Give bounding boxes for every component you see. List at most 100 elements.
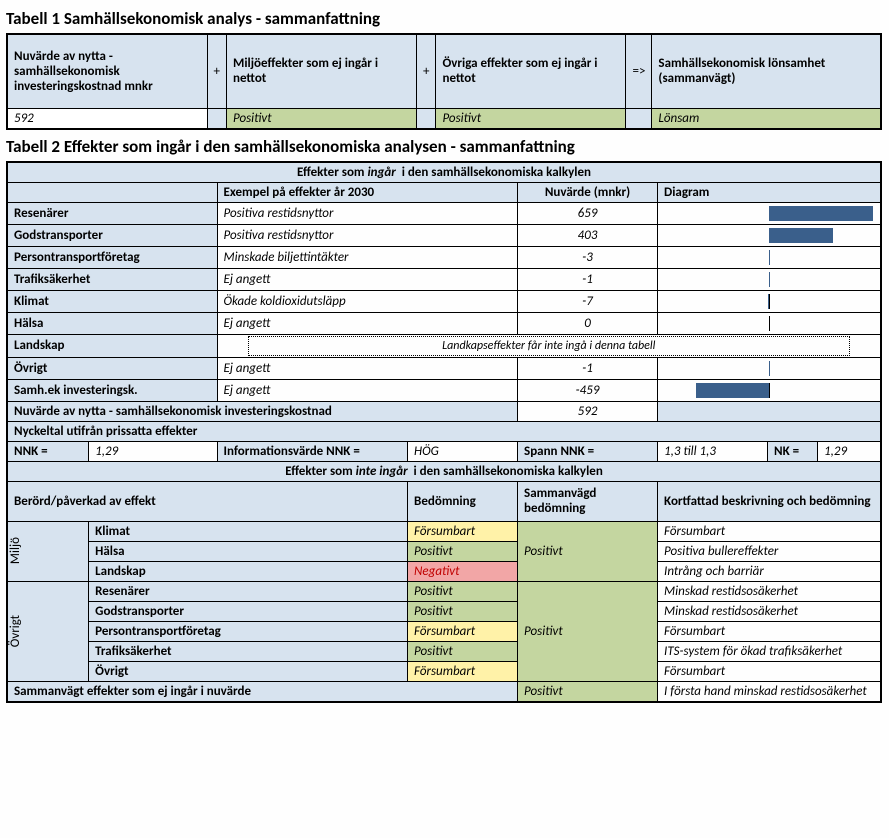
t2-sum-label: Nuvärde av nytta - samhällsekonomisk inv…: [7, 401, 518, 421]
group-label: Miljö: [7, 521, 89, 581]
grp-row-bed: Positivt: [408, 541, 518, 561]
row-value: -1: [518, 357, 658, 379]
t2-c2-1: Berörd/påverkad av effekt: [7, 481, 408, 521]
t1-op1: +: [207, 34, 226, 108]
nk-val: 1,29: [818, 441, 881, 461]
row-label: Trafiksäkerhet: [7, 268, 217, 290]
grp-row-label: Trafiksäkerhet: [89, 641, 408, 661]
t1-box4-hdr: Samhällsekonomisk lönsamhet (sammanvägt): [652, 34, 881, 108]
grp-row-label: Godstransporter: [89, 601, 408, 621]
row-value: 0: [518, 312, 658, 334]
row-effect: Ej angett: [217, 312, 518, 334]
grp-row-desc: Försumbart: [658, 621, 881, 641]
table2: Effekter som ingår i den samhällsekonomi…: [6, 161, 882, 703]
row-value: 403: [518, 224, 658, 246]
nk-label: NK =: [768, 441, 818, 461]
grp-row-desc: Positiva bullereffekter: [658, 541, 881, 561]
row-effect: Minskade biljettintäkter: [217, 246, 518, 268]
grp-row-label: Landskap: [89, 561, 408, 581]
grp-row-label: Klimat: [89, 521, 408, 541]
nnk-val: 1,29: [89, 441, 217, 461]
t2-col4: Diagram: [658, 182, 881, 202]
t1-box2-hdr: Miljöeffekter som ej ingår i nettot: [226, 34, 416, 108]
row-effect: Ej angett: [217, 357, 518, 379]
row-bar: [658, 357, 881, 379]
row-label: Godstransporter: [7, 224, 217, 246]
t1-op3: =>: [626, 34, 652, 108]
nnk-label: NNK =: [7, 441, 89, 461]
row-label: Övrigt: [7, 357, 217, 379]
t1-box1-val: 592: [7, 108, 207, 129]
table1: Nuvärde av nytta - samhällsekonomisk inv…: [6, 33, 882, 130]
t2-summary-desc: I första hand minskad restidsosäkerhet: [658, 681, 881, 702]
row-label: Persontransportföretag: [7, 246, 217, 268]
t1-box3-hdr: Övriga effekter som ej ingår i nettot: [436, 34, 626, 108]
group-samman: Positivt: [518, 581, 658, 681]
t2-section-ingar: Effekter som ingår i den samhällsekonomi…: [7, 162, 881, 183]
row-effect: Positiva restidsnyttor: [217, 202, 518, 224]
t2-c2-4: Kortfattad beskrivning och bedömning: [658, 481, 881, 521]
spann-val: 1,3 till 1,3: [658, 441, 768, 461]
group-samman: Positivt: [518, 521, 658, 581]
row-label: Samh.ek investeringsk.: [7, 379, 217, 401]
t1-box3-val: Positivt: [436, 108, 626, 129]
t2-col2: Exempel på effekter år 2030: [217, 182, 518, 202]
row-bar: [658, 224, 881, 246]
t2-col3: Nuvärde (mnkr): [518, 182, 658, 202]
t2-c2-3: Sammanvägd bedömning: [518, 481, 658, 521]
row-bar: [658, 202, 881, 224]
grp-row-label: Hälsa: [89, 541, 408, 561]
grp-row-desc: Intrång och barriär: [658, 561, 881, 581]
row-effect: Ökade koldioxidutsläpp: [217, 290, 518, 312]
t2-nyckeltal-title: Nyckeltal utifrån prissatta effekter: [7, 421, 881, 441]
row-label: Landskap: [7, 334, 217, 357]
grp-row-desc: ITS-system för ökad trafiksäkerhet: [658, 641, 881, 661]
table2-title: Tabell 2 Effekter som ingår i den samhäl…: [6, 136, 883, 157]
group-label: Övrigt: [7, 581, 89, 681]
grp-row-bed: Försumbart: [408, 621, 518, 641]
grp-row-desc: Försumbart: [658, 661, 881, 681]
grp-row-bed: Försumbart: [408, 661, 518, 681]
row-value: 659: [518, 202, 658, 224]
grp-row-desc: Försumbart: [658, 521, 881, 541]
grp-row-bed: Positivt: [408, 601, 518, 621]
row-value: -1: [518, 268, 658, 290]
t1-box4-val: Lönsam: [652, 108, 881, 129]
row-bar: [658, 290, 881, 312]
t2-col1: [7, 182, 217, 202]
row-label: Resenärer: [7, 202, 217, 224]
grp-row-label: Resenärer: [89, 581, 408, 601]
row-bar: [658, 268, 881, 290]
row-bar: [658, 312, 881, 334]
grp-row-desc: Minskad restidsosäkerhet: [658, 601, 881, 621]
row-bar: [658, 379, 881, 401]
row-label: Klimat: [7, 290, 217, 312]
t1-box1-hdr: Nuvärde av nytta - samhällsekonomisk inv…: [7, 34, 207, 108]
grp-row-desc: Minskad restidsosäkerhet: [658, 581, 881, 601]
row-value: -3: [518, 246, 658, 268]
row-bar: [658, 246, 881, 268]
grp-row-label: Övrigt: [89, 661, 408, 681]
row-value: -7: [518, 290, 658, 312]
grp-row-bed: Positivt: [408, 581, 518, 601]
spann-label: Spann NNK =: [518, 441, 658, 461]
t2-summary-label: Sammanvägt effekter som ej ingår i nuvär…: [7, 681, 518, 702]
t1-box2-val: Positivt: [226, 108, 416, 129]
grp-row-bed: Negativt: [408, 561, 518, 581]
row-effect: Ej angett: [217, 379, 518, 401]
grp-row-bed: Försumbart: [408, 521, 518, 541]
t1-op2: +: [416, 34, 435, 108]
row-label: Hälsa: [7, 312, 217, 334]
table1-title: Tabell 1 Samhällsekonomisk analys - samm…: [6, 8, 883, 29]
t2-sum-val: 592: [518, 401, 658, 421]
row-effect: Positiva restidsnyttor: [217, 224, 518, 246]
t2-section-inte: Effekter som inte ingår i den samhällsek…: [7, 461, 881, 481]
info-val: HÖG: [408, 441, 518, 461]
info-label: Informationsvärde NNK =: [217, 441, 408, 461]
row-value: -459: [518, 379, 658, 401]
grp-row-label: Persontransportföretag: [89, 621, 408, 641]
t2-c2-2: Bedömning: [408, 481, 518, 521]
row-effect: Ej angett: [217, 268, 518, 290]
grp-row-bed: Positivt: [408, 641, 518, 661]
t2-summary-bed: Positivt: [518, 681, 658, 702]
